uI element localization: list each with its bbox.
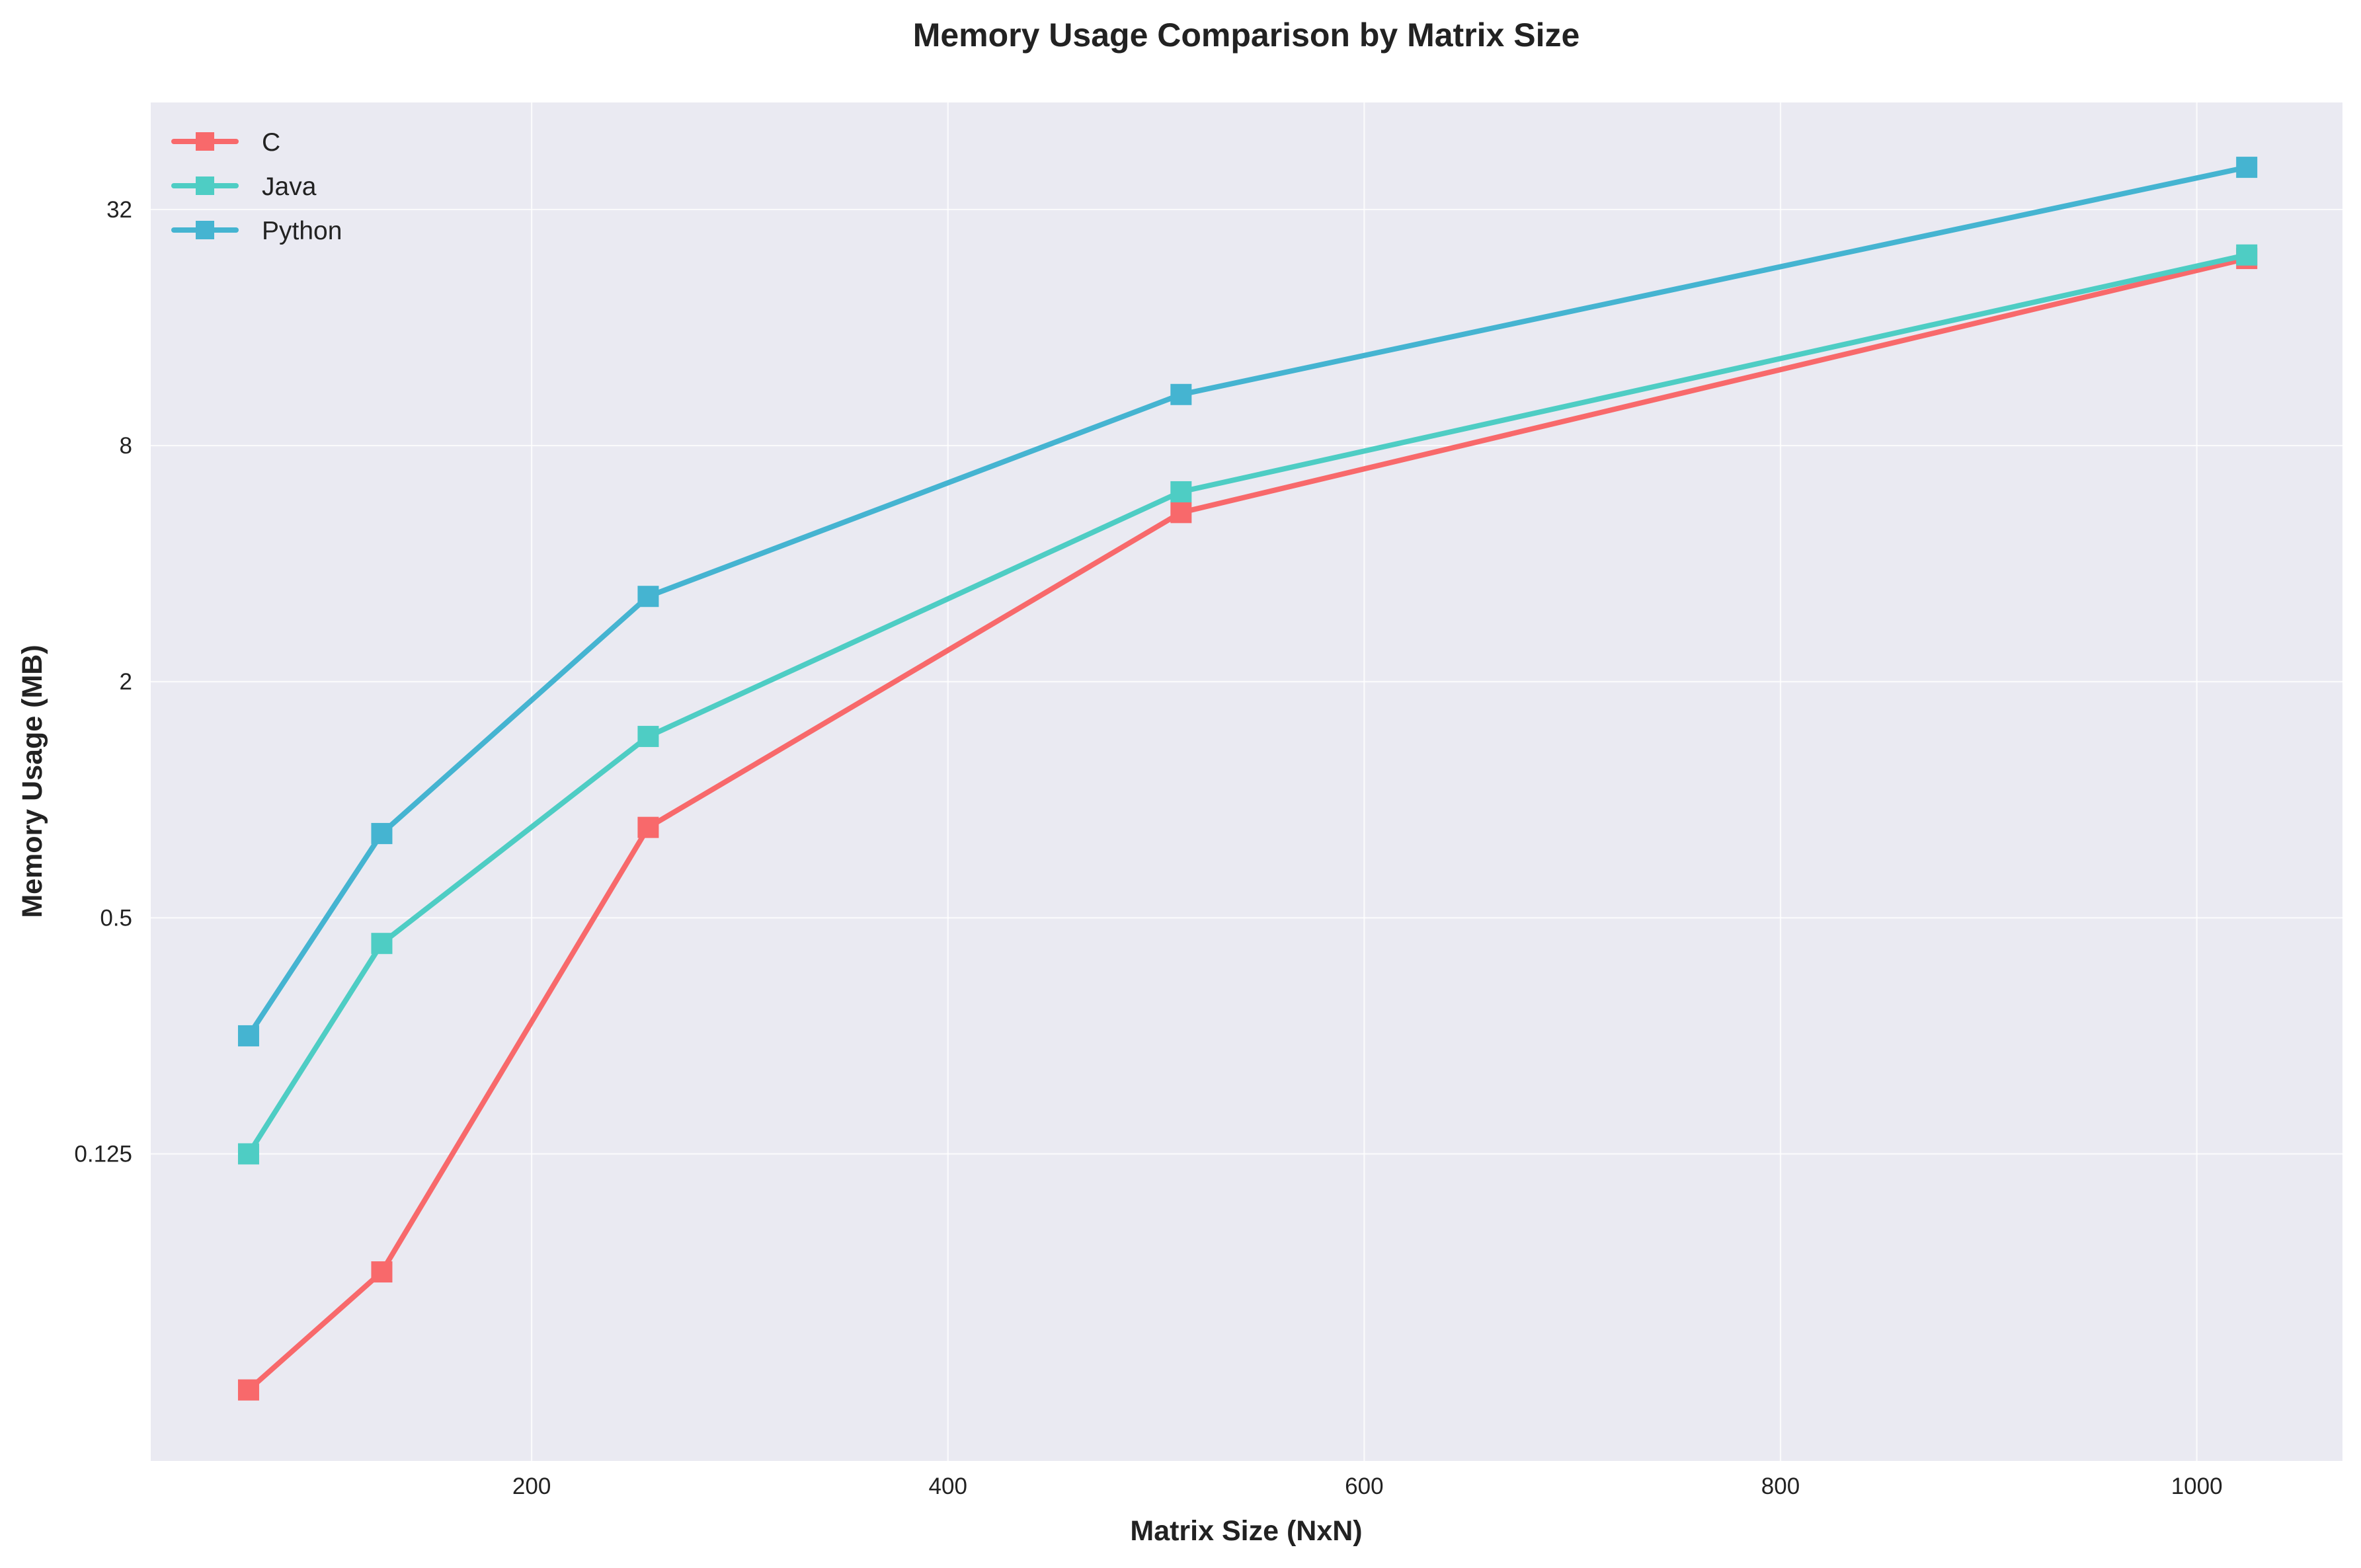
- data-point-python: [637, 586, 659, 608]
- legend-item-c: C: [171, 128, 280, 157]
- data-point-python: [371, 822, 393, 844]
- legend-label-c: C: [262, 128, 280, 157]
- x-tick-label: 1000: [2171, 1473, 2223, 1499]
- x-axis-label: Matrix Size (NxN): [1130, 1515, 1362, 1547]
- data-point-c: [237, 1379, 259, 1401]
- x-tick-label: 400: [929, 1473, 967, 1499]
- x-tick-label: 800: [1761, 1473, 1800, 1499]
- data-point-c: [371, 1261, 393, 1283]
- legend-label-python: Python: [262, 217, 342, 245]
- data-point-java: [1170, 481, 1192, 502]
- x-tick-label: 200: [512, 1473, 551, 1499]
- data-point-java: [637, 726, 659, 748]
- data-point-c: [637, 816, 659, 838]
- chart-title: Memory Usage Comparison by Matrix Size: [913, 17, 1580, 54]
- plot-area: [151, 102, 2342, 1461]
- grid-lines: [151, 102, 2342, 1461]
- y-tick-label: 0.5: [100, 905, 132, 931]
- data-point-python: [237, 1025, 259, 1046]
- y-tick-label: 2: [120, 669, 132, 695]
- y-tick-label: 8: [120, 433, 132, 459]
- axis-ticks: 200 400 600 800 1000 0.125 0.5 2 8 32: [74, 197, 2222, 1499]
- legend: C Java Python: [171, 128, 342, 245]
- data-point-c: [1170, 502, 1192, 524]
- legend-label-java: Java: [262, 173, 317, 201]
- x-tick-label: 600: [1345, 1473, 1383, 1499]
- legend-item-python: Python: [171, 217, 342, 245]
- y-tick-label: 0.125: [74, 1142, 132, 1167]
- data-point-python: [1170, 383, 1192, 405]
- data-point-java: [2236, 244, 2258, 266]
- data-point-java: [371, 933, 393, 955]
- data-point-java: [237, 1143, 259, 1165]
- y-tick-label: 32: [106, 197, 132, 223]
- data-point-python: [2236, 157, 2258, 178]
- y-axis-label: Memory Usage (MB): [17, 645, 48, 918]
- series-lines: [237, 157, 2258, 1401]
- legend-item-java: Java: [171, 173, 317, 201]
